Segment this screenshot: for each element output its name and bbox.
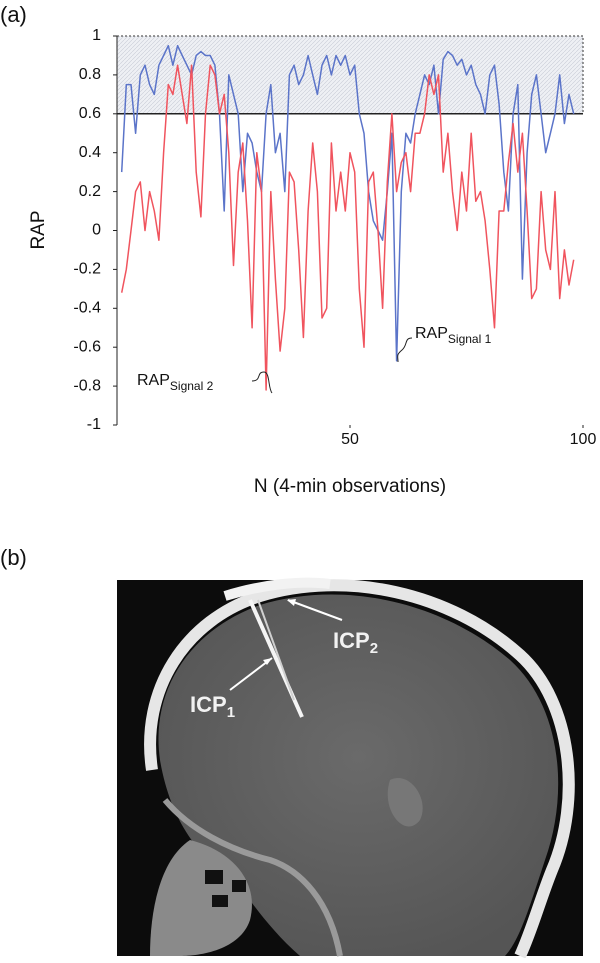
arrow-head	[263, 658, 272, 665]
annotation-main: RAP	[137, 372, 170, 389]
y-tick-label: -1	[87, 416, 101, 433]
arrow	[229, 657, 273, 691]
y-tick-label: 0.8	[79, 66, 101, 83]
data-line	[120, 44, 575, 362]
image-label-main: ICP	[333, 628, 370, 653]
panel-label: (a)	[0, 2, 27, 27]
y-tick-label: 0.2	[79, 183, 101, 200]
annotation-main: RAP	[415, 325, 448, 342]
skull-base	[162, 798, 343, 957]
y-tick-label: -0.8	[73, 377, 101, 394]
arrow-head	[287, 599, 296, 606]
brainstem	[387, 778, 423, 827]
face-bones	[150, 840, 252, 956]
image-label-main: ICP	[190, 692, 227, 717]
annotation-sub: Signal 1	[448, 332, 492, 346]
x-axis-title: N (4-min observations)	[254, 476, 446, 497]
panel-label: (b)	[0, 545, 27, 570]
ct-image: ICP1 ICP2	[117, 577, 583, 959]
annotation: RAPSignal 1	[415, 325, 492, 346]
y-tick-label: 1	[92, 27, 101, 44]
y-axis-title: RAP	[28, 210, 49, 249]
annotation: RAPSignal 2	[137, 372, 214, 393]
x-tick-label: 50	[341, 431, 359, 448]
annotation-leader	[251, 371, 273, 394]
sinus	[205, 870, 223, 884]
image-label-sub: 2	[370, 640, 378, 657]
data-line	[120, 64, 575, 391]
arrow	[287, 599, 343, 621]
skull	[144, 579, 575, 959]
brain	[158, 594, 559, 956]
annotation-sub: Signal 2	[170, 379, 214, 393]
x-tick-label: 100	[570, 431, 597, 448]
sinus	[212, 895, 228, 907]
sinus	[232, 880, 246, 892]
skull	[223, 577, 331, 601]
image-label: ICP1	[190, 692, 235, 721]
probe	[257, 599, 295, 701]
y-tick-label: 0	[92, 222, 101, 239]
chart: 1 0.8 0.6 0.4 0.2 0 -0.2 -0.4 -0.6 -0.8 -1 50 100	[73, 27, 596, 448]
y-tick-label: -0.4	[73, 300, 101, 317]
y-tick-label: -0.2	[73, 261, 101, 278]
image-label-sub: 1	[227, 704, 235, 721]
image-label: ICP2	[333, 628, 378, 657]
annotation-leader	[397, 337, 413, 363]
y-tick-label: 0.4	[79, 144, 101, 161]
y-tick-label: 0.6	[79, 105, 101, 122]
y-tick-label: -0.6	[73, 338, 101, 355]
